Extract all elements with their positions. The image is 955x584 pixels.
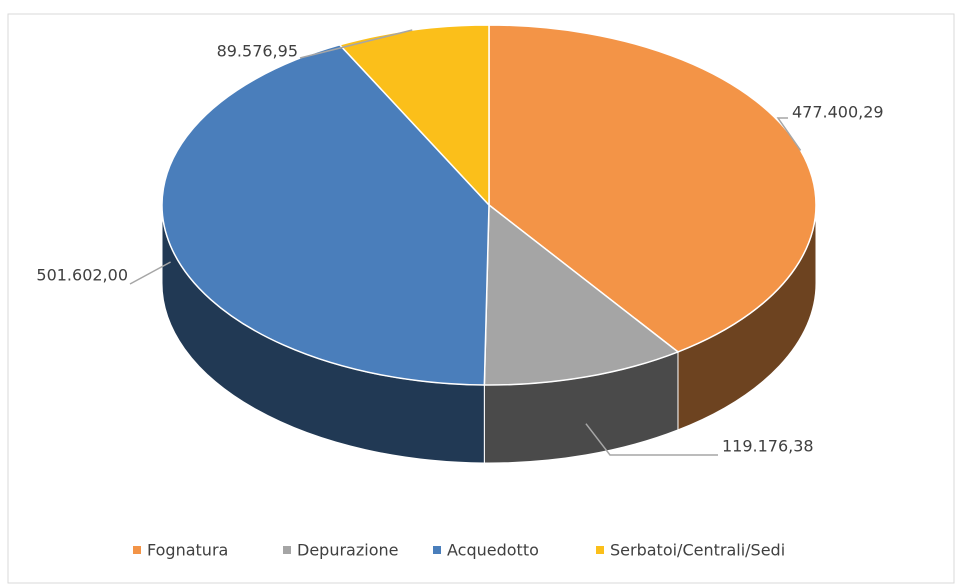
legend-label: Serbatoi/Centrali/Sedi (610, 541, 785, 560)
data-label: 501.602,00 (36, 266, 128, 285)
slice (338, 24, 490, 207)
data-label: 119.176,38 (722, 437, 814, 456)
legend-label: Acquedotto (447, 541, 539, 560)
leader-line (585, 423, 718, 456)
legend-label: Depurazione (297, 541, 398, 560)
leader-line (299, 29, 413, 59)
legend-swatch (133, 546, 141, 554)
legend-swatch (596, 546, 604, 554)
legend-label: Fognatura (147, 541, 228, 560)
slice (483, 203, 680, 386)
slice (161, 43, 490, 386)
data-label: 89.576,95 (217, 42, 298, 61)
legend-swatch (283, 546, 291, 554)
data-label: 477.400,29 (792, 103, 884, 122)
leader-line (129, 261, 171, 285)
legend-swatch (433, 546, 441, 554)
leader-line (776, 117, 802, 151)
